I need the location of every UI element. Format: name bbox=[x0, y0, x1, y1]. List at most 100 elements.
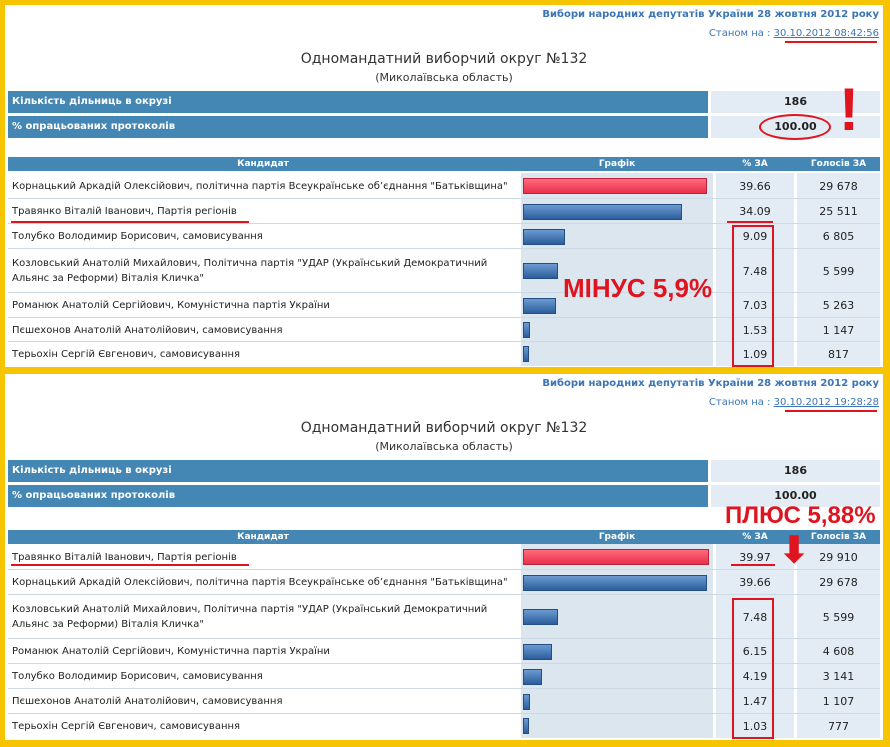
status-timestamp: 30.10.2012 19:28:28 bbox=[773, 397, 879, 408]
col-candidate: Кандидат bbox=[237, 159, 289, 169]
col-votes: Голосів ЗА bbox=[810, 532, 867, 542]
table-row: Романюк Анатолій Сергійович, Комуністичн… bbox=[8, 639, 880, 664]
votes-value: 777 bbox=[797, 714, 880, 738]
chart-cell bbox=[521, 173, 713, 199]
pct-value: 6.15 bbox=[716, 639, 794, 664]
col-votes: Голосів ЗА bbox=[810, 159, 867, 169]
candidate-name: Пєшехонов Анатолій Анатолійович, самовис… bbox=[12, 696, 283, 707]
candidate-name: Толубко Володимир Борисович, самовисуван… bbox=[12, 671, 263, 682]
chart-cell bbox=[521, 249, 713, 293]
name-underline bbox=[11, 564, 249, 566]
pct-value: 1.53 bbox=[716, 318, 794, 342]
table-row: Козловський Анатолій Михайлович, Політич… bbox=[8, 249, 880, 293]
pct-underline bbox=[731, 564, 775, 566]
candidate-name: Терьохін Сергій Євгенович, самовисування bbox=[12, 720, 241, 732]
pct-highlight-box bbox=[732, 598, 774, 739]
pct-value: 1.09 bbox=[716, 342, 794, 366]
stations-label: Кількість дільниць в окрузі bbox=[8, 460, 708, 482]
candidate-name: Пєшехонов Анатолій Анатолійович, самовис… bbox=[12, 324, 283, 336]
vote-bar bbox=[523, 203, 682, 220]
results-panel-evening: Вибори народних депутатів України 28 жов… bbox=[5, 374, 883, 740]
col-chart: Графік bbox=[598, 159, 636, 169]
vote-bar bbox=[523, 718, 529, 734]
votes-value: 6 805 bbox=[797, 224, 880, 249]
chart-cell bbox=[521, 570, 713, 595]
table-row: Корнацький Аркадій Олексійович, політичн… bbox=[8, 570, 880, 595]
candidate-name: Корнацький Аркадій Олексійович, політичн… bbox=[12, 180, 508, 192]
table-row: Романюк Анатолій Сергійович, Комуністичн… bbox=[8, 293, 880, 318]
chart-cell bbox=[521, 689, 713, 714]
pct-underline bbox=[727, 221, 773, 223]
down-arrow-icon: ⬇ bbox=[779, 529, 810, 570]
chart-cell bbox=[521, 544, 713, 570]
table-row: Толубко Володимир Борисович, самовисуван… bbox=[8, 664, 880, 689]
processed-label: % опрацьованих протоколів bbox=[8, 116, 708, 138]
chart-cell bbox=[521, 342, 713, 366]
vote-bar bbox=[523, 346, 529, 362]
pct-value: 7.03 bbox=[716, 293, 794, 318]
chart-cell bbox=[521, 224, 713, 249]
chart-cell bbox=[521, 595, 713, 639]
pct-value: 1.03 bbox=[716, 714, 794, 738]
exclamation-mark: ! bbox=[839, 76, 859, 143]
candidate-name: Толубко Володимир Борисович, самовисуван… bbox=[12, 231, 263, 242]
col-chart: Графік bbox=[598, 532, 636, 542]
timestamp-underline bbox=[785, 410, 877, 412]
region-subtitle: (Миколаївська область) bbox=[375, 440, 513, 453]
chart-cell bbox=[521, 293, 713, 318]
table-row: Травянко Віталій Іванович, Партія регіон… bbox=[8, 544, 880, 570]
candidate-name: Романюк Анатолій Сергійович, Комуністичн… bbox=[12, 646, 330, 657]
votes-value: 3 141 bbox=[797, 664, 880, 689]
chart-cell bbox=[521, 199, 713, 224]
election-title-link[interactable]: Вибори народних депутатів України 28 жов… bbox=[542, 9, 879, 20]
district-title: Одномандатний виборчий округ №132 bbox=[300, 51, 588, 67]
stations-row: Кількість дільниць в окрузі 186 bbox=[8, 91, 880, 113]
election-title-link[interactable]: Вибори народних депутатів України 28 жов… bbox=[542, 378, 879, 389]
votes-value: 1 147 bbox=[797, 318, 880, 342]
votes-value: 25 511 bbox=[797, 199, 880, 224]
candidate-name: Козловський Анатолій Михайлович, Політич… bbox=[12, 258, 488, 284]
results-table-header: Кандидат Графік % ЗА Голосів ЗА bbox=[8, 157, 880, 171]
table-row: Пєшехонов Анатолій Анатолійович, самовис… bbox=[8, 689, 880, 714]
region-subtitle: (Миколаївська область) bbox=[375, 71, 513, 84]
status-line: Станом на : 30.10.2012 08:42:56 bbox=[709, 28, 879, 39]
processed-row: % опрацьованих протоколів 100.00 bbox=[8, 485, 880, 507]
table-row: Пєшехонов Анатолій Анатолійович, самовис… bbox=[8, 318, 880, 342]
stations-value: 186 bbox=[711, 460, 880, 482]
col-pct: % ЗА bbox=[742, 532, 768, 542]
processed-value: 100.00 bbox=[711, 485, 880, 507]
vote-bar bbox=[523, 228, 565, 245]
candidate-name: Козловський Анатолій Михайлович, Політич… bbox=[12, 604, 488, 630]
results-panel-morning: Вибори народних депутатів України 28 жов… bbox=[5, 5, 883, 367]
pct-value: 39.66 bbox=[716, 173, 794, 199]
vote-bar bbox=[523, 609, 558, 625]
candidate-name: Травянко Віталій Іванович, Партія регіон… bbox=[12, 206, 237, 217]
vote-bar bbox=[523, 297, 556, 314]
votes-value: 4 608 bbox=[797, 639, 880, 664]
table-row: Травянко Віталій Іванович, Партія регіон… bbox=[8, 199, 880, 224]
processed-label: % опрацьованих протоколів bbox=[8, 485, 708, 507]
status-line: Станом на : 30.10.2012 19:28:28 bbox=[709, 397, 879, 408]
candidate-name: Травянко Віталій Іванович, Партія регіон… bbox=[12, 551, 237, 563]
vote-bar bbox=[523, 668, 542, 685]
pct-value: 7.48 bbox=[716, 249, 794, 293]
chart-cell bbox=[521, 714, 713, 738]
table-row: Терьохін Сергій Євгенович, самовисування… bbox=[8, 714, 880, 738]
vote-bar bbox=[523, 178, 707, 194]
vote-bar bbox=[523, 322, 530, 338]
pct-value: 4.19 bbox=[716, 664, 794, 689]
table-row: Терьохін Сергій Євгенович, самовисування… bbox=[8, 342, 880, 366]
votes-value: 5 263 bbox=[797, 293, 880, 318]
results-table-header: Кандидат Графік % ЗА Голосів ЗА bbox=[8, 530, 880, 544]
table-row: Корнацький Аркадій Олексійович, політичн… bbox=[8, 173, 880, 199]
stations-value: 186 bbox=[711, 91, 880, 113]
chart-cell bbox=[521, 664, 713, 689]
table-row: Козловський Анатолій Михайлович, Політич… bbox=[8, 595, 880, 639]
candidate-name: Романюк Анатолій Сергійович, Комуністичн… bbox=[12, 300, 330, 311]
processed-circle bbox=[759, 114, 831, 140]
name-underline bbox=[11, 221, 249, 223]
votes-value: 5 599 bbox=[797, 249, 880, 293]
pct-value: 39.66 bbox=[716, 570, 794, 595]
candidate-name: Корнацький Аркадій Олексійович, політичн… bbox=[12, 577, 508, 588]
vote-bar bbox=[523, 643, 552, 660]
